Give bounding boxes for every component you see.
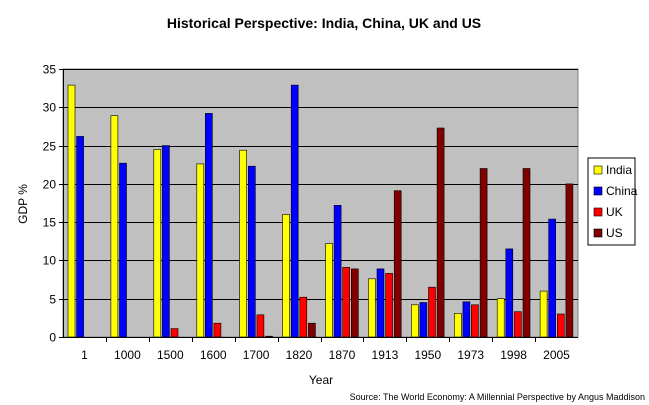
legend-swatch-china <box>593 186 603 196</box>
bar-china-1950 <box>419 302 428 338</box>
bar-china-2005 <box>548 218 557 338</box>
bar-india-1950 <box>410 304 419 338</box>
x-tick-label: 1870 <box>329 348 356 362</box>
bar-uk-1913 <box>385 273 393 338</box>
bar-india-1973 <box>453 312 462 338</box>
x-tick-label: 1998 <box>500 348 527 362</box>
chart-title: Historical Perspective: India, China, UK… <box>167 15 481 31</box>
bar-china-1600 <box>205 113 213 338</box>
bar-china-1 <box>76 136 84 338</box>
bar-india-1870 <box>325 243 333 338</box>
x-tick-label: 1600 <box>200 348 227 362</box>
legend-swatch-uk <box>593 207 603 217</box>
x-tick-label: 1700 <box>243 348 270 362</box>
bar-china-1820 <box>290 84 299 338</box>
x-tick-label: 2005 <box>543 348 570 362</box>
x-tick-label: 1913 <box>372 348 399 362</box>
bar-uk-1500 <box>170 328 179 338</box>
y-tick-label: 30 <box>43 101 57 115</box>
bar-china-1870 <box>333 205 342 338</box>
bar-china-1000 <box>119 162 127 338</box>
bar-us-1950 <box>436 127 445 338</box>
bar-india-1 <box>67 84 76 338</box>
legend-label-india: India <box>606 163 632 177</box>
y-tick-label: 5 <box>49 293 56 307</box>
bar-india-1500 <box>153 149 162 338</box>
bar-india-1600 <box>196 163 205 338</box>
bar-uk-1700 <box>256 314 265 338</box>
bar-us-1973 <box>479 168 488 338</box>
bar-uk-1820 <box>299 296 308 338</box>
x-tick-label: 1950 <box>414 348 441 362</box>
bar-india-1998 <box>496 298 505 338</box>
legend-label-us: US <box>606 226 623 240</box>
y-tick-label: 25 <box>43 140 57 154</box>
bar-uk-1973 <box>471 304 479 338</box>
legend-label-uk: UK <box>606 205 623 219</box>
bar-china-1500 <box>162 145 170 338</box>
bar-india-1000 <box>110 115 119 338</box>
bar-india-1820 <box>282 214 290 338</box>
y-tick-label: 15 <box>43 216 57 230</box>
y-tick-label: 0 <box>49 331 56 345</box>
y-tick-label: 35 <box>43 63 57 77</box>
bar-us-1700 <box>265 335 273 338</box>
bar-us-1913 <box>393 190 402 338</box>
plot-area: 0 5 10 15 20 25 30 35 1 1000 1500 1600 1700 1820 1870 1… <box>43 63 579 362</box>
legend-swatch-us <box>593 228 603 238</box>
x-tick-label: 1 <box>81 348 88 362</box>
bar-uk-1998 <box>514 311 522 338</box>
bar-us-1870 <box>350 268 359 338</box>
plot-background <box>62 68 579 338</box>
bar-india-1913 <box>368 278 376 338</box>
legend-swatch-india <box>593 165 603 175</box>
x-tick-label: 1500 <box>157 348 184 362</box>
source-note: Source: The World Economy: A Millennial … <box>350 392 645 402</box>
bar-china-1913 <box>376 268 385 338</box>
x-axis-label: Year <box>309 373 333 387</box>
x-tick-label: 1820 <box>286 348 313 362</box>
bar-us-2005 <box>565 183 574 338</box>
bar-india-2005 <box>539 290 548 338</box>
bar-uk-1950 <box>428 286 436 338</box>
bar-india-1700 <box>239 149 247 338</box>
y-axis-label: GDP % <box>16 184 30 224</box>
x-tick-label: 1000 <box>114 348 141 362</box>
y-tick-label: 10 <box>43 254 57 268</box>
bar-us-1998 <box>522 168 531 338</box>
bar-china-1973 <box>462 301 471 338</box>
bar-uk-2005 <box>556 313 565 338</box>
bar-uk-1870 <box>342 266 351 338</box>
bar-china-1700 <box>248 165 256 338</box>
bar-china-1998 <box>505 248 514 338</box>
y-tick-label: 20 <box>43 178 57 192</box>
legend: India China UK US <box>587 157 638 246</box>
bar-us-1820 <box>308 322 316 338</box>
x-tick-label: 1973 <box>457 348 484 362</box>
bar-uk-1600 <box>213 322 222 338</box>
legend-label-china: China <box>606 184 638 198</box>
